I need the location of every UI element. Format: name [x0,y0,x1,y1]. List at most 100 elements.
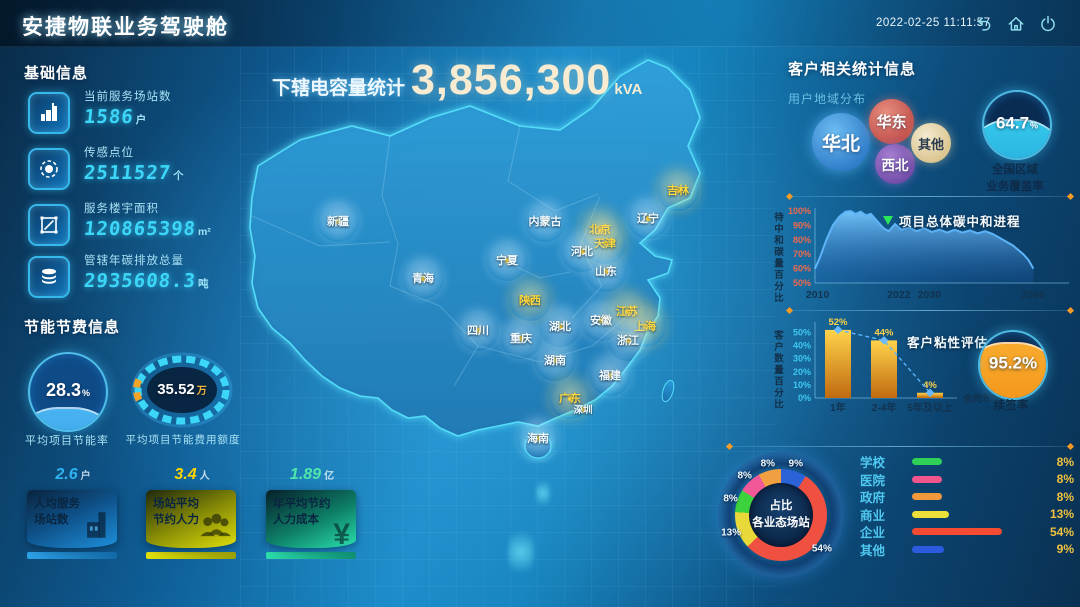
province-marker-陕西[interactable]: 陕西 [509,279,551,321]
svg-text:2060: 2060 [1022,289,1046,301]
legend-row-政府: 政府 8% [860,490,1074,506]
legend-label: 商业 [860,508,886,523]
saving-amount-unit: 万 [196,386,207,397]
card-metric-stations: 2.6 户 [55,466,91,483]
card-strip [27,552,117,559]
legend-value: 8% [1056,472,1074,486]
light-streak [536,476,550,510]
svg-text:1年: 1年 [830,401,846,414]
timestamp: 2022-02-25 11:11:57 [876,17,991,29]
svg-text:44%: 44% [874,327,894,338]
stat-label: 管辖年碳排放总量 [84,255,184,267]
location-dot [675,187,681,193]
donut-slice-label-学校: 8% [723,493,738,505]
china-landmass [249,59,701,437]
coverage-label: 全国区域 业务覆盖率 [986,164,1044,193]
customer-stats-header: 客户相关统计信息 [788,61,917,78]
province-marker-宁夏[interactable]: 宁夏 [486,239,528,281]
province-marker-内蒙古[interactable]: 内蒙古 [524,200,566,242]
svg-text:60%: 60% [793,264,811,274]
region-bubble-other[interactable]: 其他 [911,123,951,163]
location-dot [598,317,604,323]
region-bubble-east-china[interactable]: 华东 [869,99,914,144]
province-marker-海南[interactable]: 海南 [517,417,559,459]
station-type-legend: 学校 8% 医院 8% 政府 8% 商业 13% 企业 54% 其他 9% [860,455,1074,561]
stat-item-sensors: 传感点位 2511527个 [28,144,184,190]
location-dot [625,337,631,343]
card-strip [266,552,356,559]
legend-label: 学校 [860,456,886,470]
energy-saving-header: 节能节费信息 [24,319,121,336]
donut-slice-label-商业: 13% [721,527,742,539]
yuan-icon: ¥ [333,518,350,548]
svg-text:50%: 50% [793,278,811,288]
legend-row-其他: 其他 9% [860,542,1074,558]
svg-text:5年及以上: 5年及以上 [907,401,953,414]
legend-row-学校: 学校 8% [860,455,1074,471]
legend-value: 9% [1056,542,1074,556]
svg-text:20%: 20% [793,367,811,377]
province-marker-福建[interactable]: 福建 [589,354,631,396]
province-marker-重庆[interactable]: 重庆 [500,317,542,359]
power-icon[interactable] [1038,14,1058,34]
legend-label: 其他 [860,543,886,558]
province-marker-深圳[interactable]: 深圳 [568,394,598,424]
saving-rate-unit: % [82,387,91,398]
region-bubble-northwest[interactable]: 西北 [875,144,915,184]
svg-text:30%: 30% [793,354,811,364]
svg-text:52%: 52% [828,317,848,328]
card-strip [146,552,236,559]
svg-text:50%: 50% [793,328,811,338]
topbar: 安捷物联业务驾驶舱 2022-02-25 11:11:57 [0,0,1080,47]
legend-row-商业: 商业 13% [860,507,1074,523]
province-label: 福建 [599,370,621,382]
legend-row-医院: 医院 8% [860,472,1074,488]
province-marker-天津[interactable]: 天津 [584,222,626,264]
province-label: 重庆 [510,333,532,345]
stat-value: 120865398 [82,218,198,240]
province-marker-河北[interactable]: 河北 [561,230,603,272]
province-marker-新疆[interactable]: 新疆 [317,200,359,242]
donut-center-line1: 占比 [769,499,793,512]
legend-marker-icon [883,216,893,225]
province-marker-四川[interactable]: 四川 [457,309,499,351]
province-marker-湖北[interactable]: 湖北 [539,305,581,347]
donut-slice-label-政府: 8% [760,458,776,470]
stat-value: 2511527 [82,162,173,184]
carbon-neutral-area-chart: 100% 90% 80% 70% 60% 50% 2010 2022 2030 2060 项目总体… [785,203,1075,305]
province-marker-湖南[interactable]: 湖南 [534,339,576,381]
province-marker-青海[interactable]: 青海 [402,257,444,299]
province-marker-山东[interactable]: 山东 [585,250,627,292]
area-chart-legend: 项目总体碳中和进程 [883,211,1021,230]
saving-rate-water-ball: 28.3% [28,352,108,432]
basic-info-header: 基础信息 [24,65,89,82]
province-label: 内蒙古 [528,216,562,228]
province-marker-吉林[interactable]: 吉林 [657,169,699,211]
stat-item-stations: 当前服务场站数 1586户 [28,88,172,134]
location-dot [567,395,573,401]
region-bubble-north-china[interactable]: 华北 [812,113,870,171]
home-icon[interactable] [1006,14,1026,34]
location-dot [580,406,586,412]
saving-amount-gauge: 35.52 万 [128,350,236,430]
svg-text:80%: 80% [793,235,811,245]
svg-text:4%: 4% [923,380,937,391]
customer-stickiness-bar-chart: 50% 40% 30% 20% 10% 0% 52% 1年 44% 2-4年 4% 5年及以上 合同年份… [785,316,1075,418]
stat-item-area: 服务楼宇面积 120865398m² [28,200,211,246]
legend-value: 13% [1049,507,1074,521]
hainan-island [524,433,552,459]
people-icon [197,510,233,547]
svg-text:2-4年: 2-4年 [872,401,896,414]
svg-text:90%: 90% [793,220,811,230]
svg-text:40%: 40% [793,341,811,351]
province-label: 湖南 [544,355,566,367]
province-marker-上海[interactable]: 上海 [624,305,666,347]
province-marker-广东[interactable]: 广东 [549,377,591,419]
gauge-arc [131,352,233,428]
location-dot [642,323,648,329]
back-icon[interactable] [973,14,993,34]
province-marker-浙江[interactable]: 浙江 [607,319,649,361]
stat-unit: 户 [135,114,147,126]
province-label: 吉林 [667,185,689,197]
province-marker-辽宁[interactable]: 辽宁 [627,197,669,239]
